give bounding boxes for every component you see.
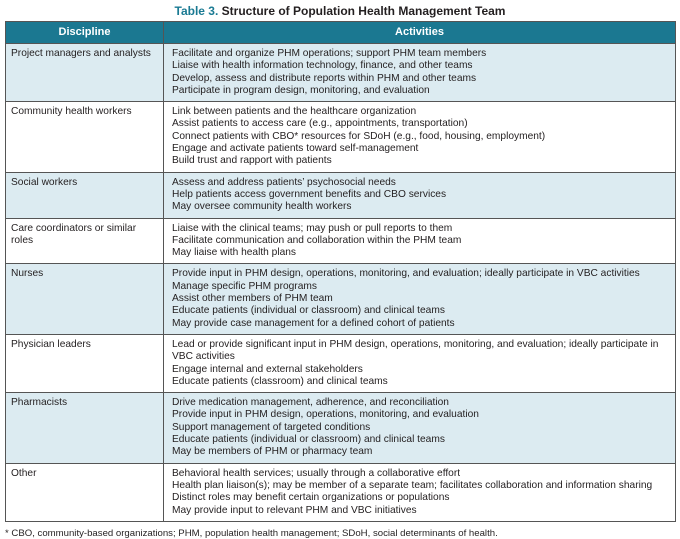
discipline-cell: Social workers	[5, 171, 164, 219]
activities-cell: Behavioral health services; usually thro…	[163, 462, 676, 522]
activity-item: Facilitate and organize PHM operations; …	[172, 48, 487, 59]
activity-item: Develop, assess and distribute reports w…	[172, 72, 477, 84]
activity-item: Behavioral health services; usually thro…	[172, 467, 461, 479]
table-row: Project managers and analysts Facilitate …	[5, 42, 676, 103]
activity-item: Health plan liaison(s); may be member of…	[172, 479, 653, 491]
discipline-cell: Project managers and analysts	[5, 42, 164, 103]
activity-item: Liaise with health information technolog…	[172, 60, 473, 72]
activity-item: Liaise with the clinical teams; may push…	[172, 222, 453, 234]
activities-cell: Facilitate and organize PHM operations; …	[163, 42, 676, 103]
activity-item: Engage and activate patients toward self…	[172, 143, 419, 155]
table-row: Nurses Provide input in PHM design, opera…	[5, 263, 676, 335]
activities-cell: Link between patients and the healthcare…	[163, 101, 676, 173]
activity-item: Facilitate communication and collaborati…	[172, 234, 462, 246]
discipline-cell: Physician leaders	[5, 333, 164, 394]
table-number: Table 3.	[174, 4, 219, 18]
activity-item: Assist patients to access care (e.g., ap…	[172, 118, 468, 130]
activity-item: May provide case management for a define…	[172, 317, 455, 329]
activity-item: May provide input to relevant PHM and VB…	[172, 504, 417, 516]
activities-cell: Provide input in PHM design, operations,…	[163, 263, 676, 335]
activity-item: Link between patients and the healthcare…	[172, 106, 417, 118]
team-structure-table: Discipline Activities Project managers a…	[5, 21, 676, 522]
activity-item: Educate patients (individual or classroo…	[172, 305, 445, 317]
table-row: Other Behavioral health services; usually…	[5, 462, 676, 522]
activities-cell: Assess and address patients’ psychosocia…	[163, 171, 676, 219]
table-row: Care coordinators or similar roles Liaise…	[5, 217, 676, 265]
table-row: Social workers Assess and address patient…	[5, 171, 676, 219]
discipline-cell: Care coordinators or similar roles	[5, 217, 164, 265]
activities-cell: Lead or provide significant input in PHM…	[163, 333, 676, 394]
activity-item: Participate in program design, monitorin…	[172, 84, 430, 96]
activity-item: Lead or provide significant input in PHM…	[172, 338, 659, 363]
column-header-discipline: Discipline	[5, 21, 164, 44]
table-row: Community health workers Link between pat…	[5, 101, 676, 173]
table-row: Pharmacists Drive medication management, …	[5, 392, 676, 464]
table-caption: Structure of Population Health Managemen…	[218, 4, 506, 18]
activity-item: Educate patients (classroom) and clinica…	[172, 375, 388, 387]
activity-item: May oversee community health workers	[172, 201, 352, 213]
activity-item: Help patients access government benefits…	[172, 188, 447, 200]
activity-item: Engage internal and external stakeholder…	[172, 363, 363, 375]
activity-item: Support management of targeted condition…	[172, 421, 371, 433]
activity-item: Drive medication management, adherence, …	[172, 397, 449, 409]
activities-cell: Liaise with the clinical teams; may push…	[163, 217, 676, 265]
activity-item: Manage specific PHM programs	[172, 280, 317, 292]
activity-item: Educate patients (individual or classroo…	[172, 434, 445, 446]
column-header-activities: Activities	[163, 21, 676, 44]
discipline-cell: Community health workers	[5, 101, 164, 173]
activity-item: Build trust and rapport with patients	[172, 155, 332, 167]
activity-item: May be members of PHM or pharmacy team	[172, 446, 373, 458]
table-title: Table 3. Structure of Population Health …	[0, 3, 680, 21]
activity-item: Provide input in PHM design, operations,…	[172, 409, 479, 421]
discipline-cell: Other	[5, 462, 164, 522]
discipline-cell: Nurses	[5, 263, 164, 335]
table-row: Physician leaders Lead or provide signifi…	[5, 333, 676, 394]
footnote: * CBO, community-based organizations; PH…	[5, 527, 498, 539]
activity-item: Assist other members of PHM team	[172, 293, 333, 305]
activity-item: May liaise with health plans	[172, 247, 297, 259]
activity-item: Distinct roles may benefit certain organ…	[172, 492, 450, 504]
activity-item: Assess and address patients’ psychosocia…	[172, 176, 396, 188]
activities-cell: Drive medication management, adherence, …	[163, 392, 676, 464]
discipline-cell: Pharmacists	[5, 392, 164, 464]
activity-item: Provide input in PHM design, operations,…	[172, 268, 640, 280]
activity-item: Connect patients with CBO* resources for…	[172, 130, 546, 142]
